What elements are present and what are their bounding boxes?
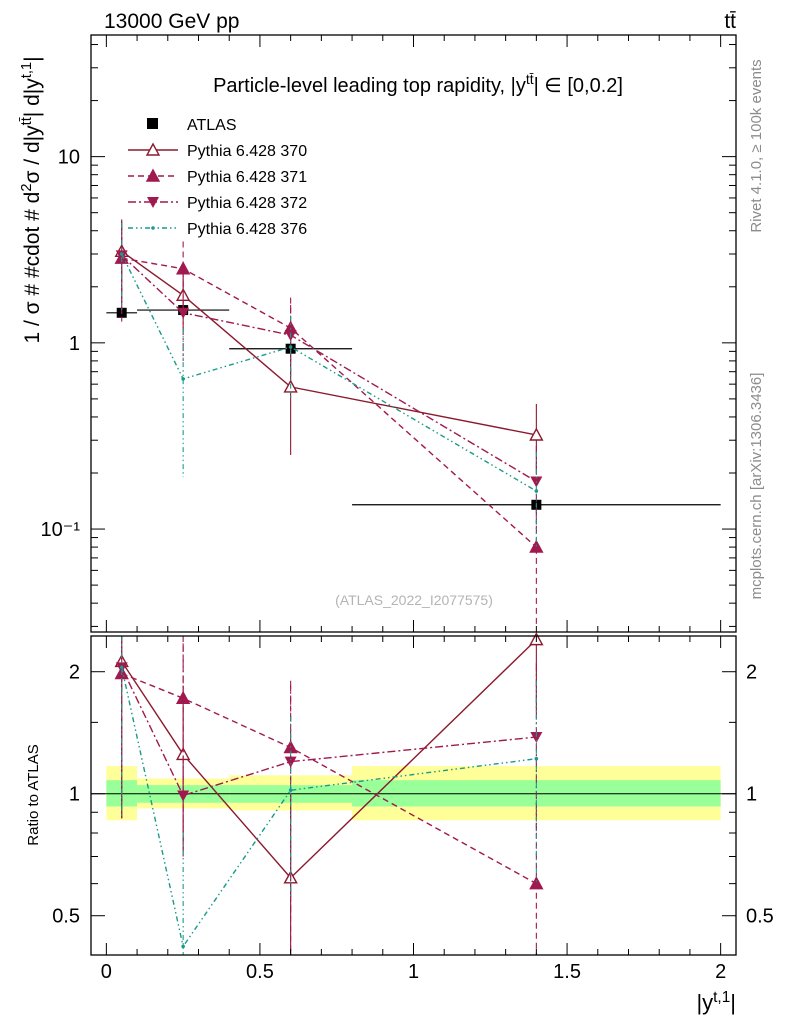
main-series-0: [106, 305, 721, 510]
data-point: [119, 665, 124, 670]
process-label: tt̄: [724, 10, 736, 33]
y-tick-label: 1: [69, 784, 80, 806]
series-line: [121, 672, 537, 885]
ratio-y-axis-label: Ratio to ATLAS: [25, 744, 42, 845]
series-line: [121, 250, 537, 436]
data-point: [181, 944, 185, 949]
data-point: [534, 489, 539, 493]
y-tick-label-right: 0.5: [746, 906, 774, 928]
series-line: [121, 253, 537, 492]
analysis-watermark: (ATLAS_2022_I2077575): [335, 592, 493, 608]
legend-entry: Pythia 6.428 376: [128, 221, 307, 238]
y-tick-label: 0.5: [52, 906, 80, 928]
y-tick-label: 10⁻¹: [41, 519, 81, 541]
data-point: [115, 250, 128, 262]
x-tick-label: 0.5: [246, 961, 274, 983]
data-point: [534, 756, 539, 761]
main-series-4: [119, 223, 539, 548]
data-point: [147, 197, 159, 208]
x-tick-label: 2: [715, 961, 726, 983]
y-tick-label: 10: [58, 147, 80, 169]
data-point: [181, 377, 185, 381]
data-point: [529, 876, 544, 890]
data-point: [177, 790, 190, 802]
data-point: [151, 226, 155, 230]
rivet-label: Rivet 4.1.0, ≥ 100k events: [748, 59, 765, 232]
legend-label: Pythia 6.428 376: [187, 221, 307, 238]
series-line: [121, 667, 537, 949]
legend-label: Pythia 6.428 372: [187, 195, 307, 212]
energy-label: 13000 GeV pp: [104, 10, 239, 33]
data-point: [530, 732, 543, 744]
series-line: [121, 667, 537, 797]
legend-entry: Pythia 6.428 370: [128, 142, 307, 160]
main-series-3: [115, 221, 543, 530]
main-series-1: [114, 219, 544, 474]
y-tick-label: 1: [69, 333, 80, 355]
series-line: [121, 254, 537, 483]
data-point: [177, 307, 190, 319]
x-tick-label: 1.5: [553, 961, 581, 983]
data-point: [288, 345, 293, 349]
data-point: [119, 252, 124, 256]
data-point: [284, 756, 297, 768]
series-line: [121, 639, 537, 879]
x-axis-label: |yt,1|: [696, 989, 736, 1016]
y-tick-label-right: 1: [746, 784, 757, 806]
legend-entry: Pythia 6.428 371: [128, 168, 307, 186]
x-tick-label: 0: [101, 961, 112, 983]
chart-title: Particle-level leading top rapidity, |yt…: [213, 71, 623, 97]
main-series-2: [114, 226, 544, 627]
data-point: [175, 261, 191, 275]
data-point: [288, 788, 293, 793]
data-point: [145, 168, 161, 182]
legend-entry: Pythia 6.428 372: [128, 195, 307, 212]
data-point: [145, 142, 161, 156]
data-point: [529, 539, 544, 553]
legend-label: Pythia 6.428 371: [187, 169, 307, 186]
y-tick-label-right: 2: [746, 662, 757, 684]
y-tick-label: 2: [69, 662, 80, 684]
legend-entry: ATLAS: [147, 117, 237, 134]
y-axis-label: 1 / σ # #cdot # d2σ / d|ytt̄| d|yt,1|: [19, 56, 44, 343]
legend-marker: [147, 118, 158, 129]
ratio-series-3: [119, 636, 539, 955]
x-tick-label: 1: [408, 961, 419, 983]
legend-label: ATLAS: [187, 117, 237, 134]
data-point: [529, 427, 544, 441]
legend: ATLAS Pythia 6.428 370 Pythia 6.428 371 Pyt…: [128, 117, 307, 238]
mcplots-label: mcplots.cern.ch [arXiv:1306.3436]: [748, 373, 765, 600]
series-line: [121, 257, 537, 548]
legend-label: Pythia 6.428 370: [187, 143, 307, 160]
